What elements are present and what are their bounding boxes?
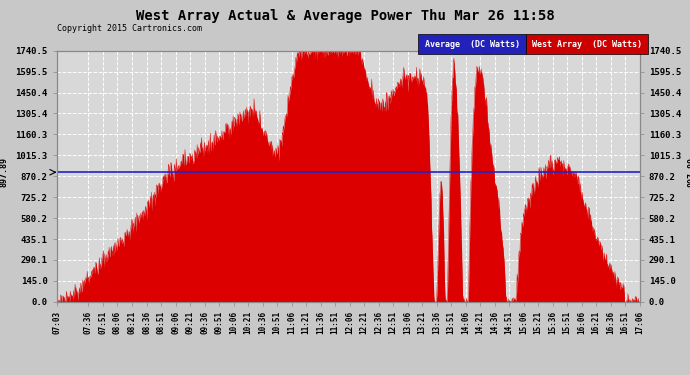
- Text: West Array  (DC Watts): West Array (DC Watts): [532, 40, 642, 49]
- Text: Average  (DC Watts): Average (DC Watts): [424, 40, 520, 49]
- Text: West Array Actual & Average Power Thu Mar 26 11:58: West Array Actual & Average Power Thu Ma…: [136, 9, 554, 23]
- Text: 897.89: 897.89: [688, 157, 690, 187]
- Text: 897.89: 897.89: [0, 157, 8, 187]
- Text: Copyright 2015 Cartronics.com: Copyright 2015 Cartronics.com: [57, 24, 201, 33]
